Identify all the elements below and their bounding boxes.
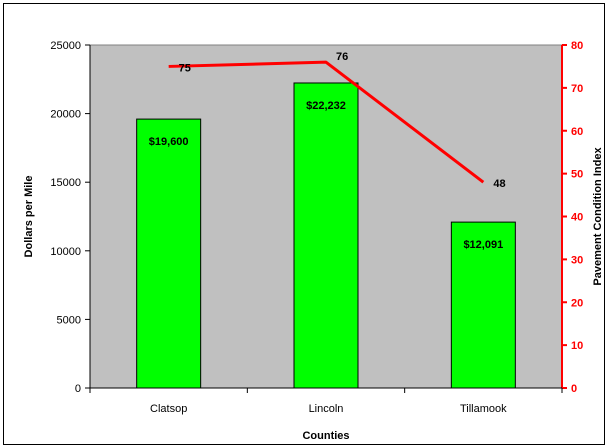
right-tick-label: 10 bbox=[571, 340, 583, 352]
bar-tillamook bbox=[450, 221, 516, 389]
left-tick-label: 5000 bbox=[57, 314, 81, 326]
left-tick-label: 20000 bbox=[50, 109, 81, 121]
left-y-axis: 0 5000 10000 15000 20000 25000 bbox=[50, 40, 91, 395]
pci-line bbox=[168, 60, 485, 184]
line-point-label: 76 bbox=[336, 51, 348, 63]
x-tick-label: Lincoln bbox=[309, 403, 344, 415]
right-tick-label: 80 bbox=[571, 40, 583, 52]
x-axis-title: Counties bbox=[302, 430, 349, 442]
right-tick-label: 40 bbox=[571, 212, 583, 224]
right-tick-label: 70 bbox=[571, 83, 583, 95]
bar-series bbox=[136, 82, 516, 389]
right-tick-label: 60 bbox=[571, 126, 583, 138]
left-tick-label: 10000 bbox=[50, 246, 81, 258]
y2-axis-title: Pavement Condition Index bbox=[592, 147, 604, 286]
x-tick-label: Tillamook bbox=[460, 403, 507, 415]
left-tick-label: 25000 bbox=[50, 40, 81, 52]
line-point-label: 75 bbox=[179, 62, 191, 74]
line-series bbox=[168, 60, 485, 184]
line-labels: 75 76 48 bbox=[179, 51, 506, 190]
y-axis-title: Dollars per Mile bbox=[23, 176, 35, 258]
bar-value-label: $12,091 bbox=[463, 239, 503, 251]
bar-labels: $19,600 $22,232 $12,091 bbox=[149, 100, 503, 251]
left-tick-label: 0 bbox=[75, 383, 81, 395]
left-tick-label: 15000 bbox=[50, 177, 81, 189]
x-axis: Clatsop Lincoln Tillamook bbox=[89, 387, 563, 415]
right-tick-label: 20 bbox=[571, 297, 583, 309]
bar-lincoln bbox=[293, 82, 359, 389]
x-tick-label: Clatsop bbox=[150, 403, 187, 415]
right-y-axis: 0 10 20 30 40 50 60 70 80 bbox=[561, 40, 583, 395]
bar-clatsop bbox=[136, 118, 202, 389]
bar-value-label: $22,232 bbox=[306, 100, 346, 112]
line-point-label: 48 bbox=[493, 178, 505, 190]
right-tick-label: 50 bbox=[571, 169, 583, 181]
right-tick-label: 30 bbox=[571, 254, 583, 266]
bar-value-label: $19,600 bbox=[149, 136, 189, 148]
right-tick-label: 0 bbox=[571, 383, 577, 395]
